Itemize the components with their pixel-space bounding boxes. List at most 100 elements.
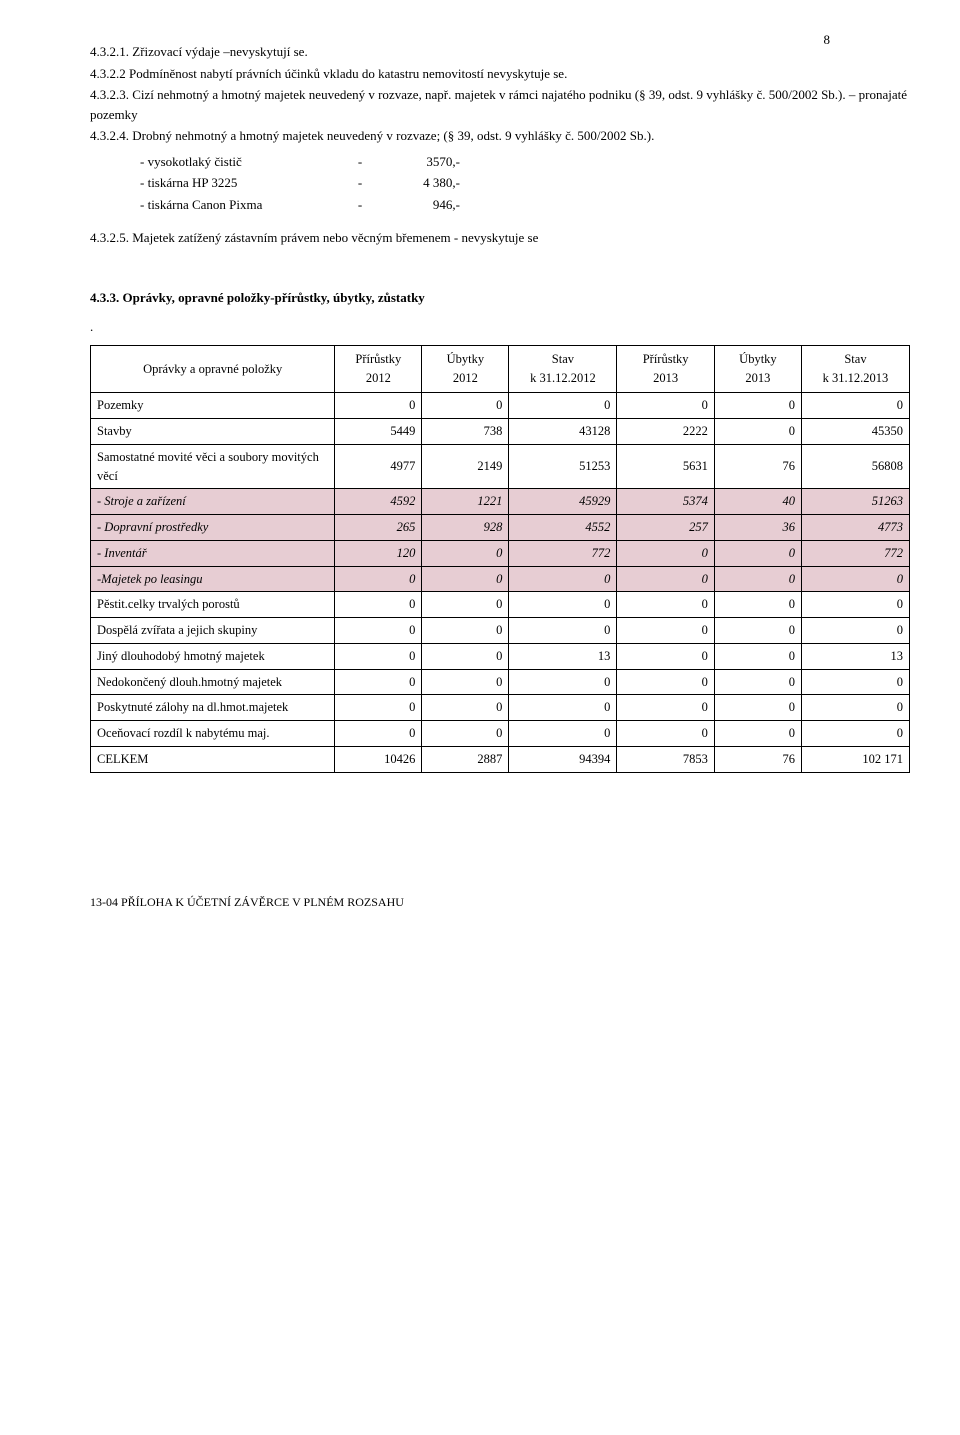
table-cell: 0: [714, 669, 801, 695]
table-cell: 0: [801, 695, 909, 721]
table-cell: 102 171: [801, 746, 909, 772]
table-cell: 0: [801, 721, 909, 747]
table-row: - Dopravní prostředky2659284552257364773: [91, 515, 910, 541]
table-cell: 0: [617, 643, 715, 669]
table-cell: 0: [714, 643, 801, 669]
table-row: Stavby5449738431282222045350: [91, 419, 910, 445]
table-cell: 7853: [617, 746, 715, 772]
list-item: - vysokotlaký čistič-3570,-: [90, 152, 910, 172]
table-cell: 0: [422, 618, 509, 644]
table-cell: 0: [335, 618, 422, 644]
para-4323: 4.3.2.3. Cizí nehmotný a hmotný majetek …: [90, 85, 910, 124]
table-header-col: Přírůstky2012: [335, 345, 422, 393]
table-cell: 5449: [335, 419, 422, 445]
table-cell: 0: [617, 540, 715, 566]
list-item-label: - vysokotlaký čistič: [140, 152, 340, 172]
table-cell: 45350: [801, 419, 909, 445]
opravky-table: Oprávky a opravné položkyPřírůstky2012Úb…: [90, 345, 910, 773]
table-cell: 10426: [335, 746, 422, 772]
table-header-label: Oprávky a opravné položky: [91, 345, 335, 393]
table-cell: 0: [422, 695, 509, 721]
table-cell: 928: [422, 515, 509, 541]
table-row: CELKEM10426288794394785376102 171: [91, 746, 910, 772]
table-cell: 0: [509, 618, 617, 644]
table-cell: 0: [509, 669, 617, 695]
table-cell: 0: [801, 618, 909, 644]
table-cell: 4552: [509, 515, 617, 541]
table-row: Poskytnuté zálohy na dl.hmot.majetek0000…: [91, 695, 910, 721]
table-row-label: Dospělá zvířata a jejich skupiny: [91, 618, 335, 644]
table-cell: 0: [617, 393, 715, 419]
table-row: Dospělá zvířata a jejich skupiny000000: [91, 618, 910, 644]
table-cell: 1221: [422, 489, 509, 515]
table-row: Pěstit.celky trvalých porostů000000: [91, 592, 910, 618]
table-cell: 0: [422, 669, 509, 695]
table-cell: 5631: [617, 444, 715, 489]
table-cell: 51253: [509, 444, 617, 489]
table-row-label: - Inventář: [91, 540, 335, 566]
para-4322: 4.3.2.2 Podmíněnost nabytí právních účin…: [90, 64, 910, 84]
table-row-label: Nedokončený dlouh.hmotný majetek: [91, 669, 335, 695]
table-cell: 257: [617, 515, 715, 541]
dot: .: [90, 317, 910, 337]
table-cell: 738: [422, 419, 509, 445]
table-cell: 5374: [617, 489, 715, 515]
table-row: Jiný dlouhodobý hmotný majetek00130013: [91, 643, 910, 669]
para-4321: 4.3.2.1. Zřizovací výdaje –nevyskytují s…: [90, 42, 910, 62]
table-header-col: Stavk 31.12.2012: [509, 345, 617, 393]
table-cell: 40: [714, 489, 801, 515]
table-cell: 0: [509, 695, 617, 721]
table-row: Oceňovací rozdíl k nabytému maj.000000: [91, 721, 910, 747]
table-cell: 0: [714, 393, 801, 419]
para-4325: 4.3.2.5. Majetek zatížený zástavním práv…: [90, 228, 910, 248]
table-cell: 0: [422, 566, 509, 592]
table-cell: 0: [801, 592, 909, 618]
table-cell: 0: [335, 669, 422, 695]
table-cell: 0: [801, 566, 909, 592]
table-cell: 51263: [801, 489, 909, 515]
table-cell: 76: [714, 746, 801, 772]
table-cell: 0: [422, 643, 509, 669]
table-cell: 0: [714, 721, 801, 747]
list-item-value: 946,-: [380, 195, 460, 215]
table-cell: 0: [714, 695, 801, 721]
page-footer: 13-04 PŘÍLOHA K ÚČETNÍ ZÁVĚRCE V PLNÉM R…: [90, 893, 910, 911]
list-item: - tiskárna Canon Pixma-946,-: [90, 195, 910, 215]
table-cell: 2149: [422, 444, 509, 489]
table-row-label: -Majetek po leasingu: [91, 566, 335, 592]
table-row-label: CELKEM: [91, 746, 335, 772]
table-cell: 0: [617, 592, 715, 618]
table-row-label: Stavby: [91, 419, 335, 445]
section-title-433: 4.3.3. Oprávky, opravné položky-přírůstk…: [90, 288, 910, 308]
table-cell: 13: [801, 643, 909, 669]
table-cell: 0: [335, 592, 422, 618]
table-cell: 76: [714, 444, 801, 489]
table-cell: 4977: [335, 444, 422, 489]
table-cell: 36: [714, 515, 801, 541]
table-cell: 43128: [509, 419, 617, 445]
para-4324: 4.3.2.4. Drobný nehmotný a hmotný majete…: [90, 126, 910, 146]
table-cell: 0: [422, 393, 509, 419]
table-cell: 45929: [509, 489, 617, 515]
list-item-value: 4 380,-: [380, 173, 460, 193]
table-cell: 0: [617, 566, 715, 592]
list-item-value: 3570,-: [380, 152, 460, 172]
table-cell: 0: [335, 566, 422, 592]
table-row-label: Poskytnuté zálohy na dl.hmot.majetek: [91, 695, 335, 721]
table-cell: 0: [617, 618, 715, 644]
table-cell: 4773: [801, 515, 909, 541]
asset-list: - vysokotlaký čistič-3570,-- tiskárna HP…: [90, 152, 910, 215]
table-cell: 0: [714, 592, 801, 618]
table-cell: 120: [335, 540, 422, 566]
list-item-dash: -: [340, 195, 380, 215]
table-cell: 4592: [335, 489, 422, 515]
table-row-label: Jiný dlouhodobý hmotný majetek: [91, 643, 335, 669]
table-row-label: Pěstit.celky trvalých porostů: [91, 592, 335, 618]
table-header-col: Přírůstky2013: [617, 345, 715, 393]
table-header-col: Stavk 31.12.2013: [801, 345, 909, 393]
table-row: - Stroje a zařízení459212214592953744051…: [91, 489, 910, 515]
table-row-label: Pozemky: [91, 393, 335, 419]
table-cell: 0: [801, 393, 909, 419]
table-cell: 2887: [422, 746, 509, 772]
list-item: - tiskárna HP 3225-4 380,-: [90, 173, 910, 193]
